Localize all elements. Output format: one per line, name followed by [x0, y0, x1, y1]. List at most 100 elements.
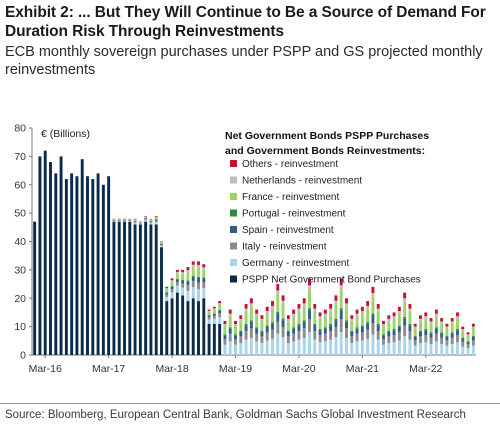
bar-reinvestment-segment	[323, 327, 327, 329]
legend-swatch	[230, 226, 237, 233]
bar-reinvestment-segment	[382, 320, 385, 325]
bar-reinvestment-segment	[244, 323, 248, 326]
bar-reinvestment-segment	[207, 315, 211, 318]
y-tick-label: 20	[14, 293, 26, 305]
bar-reinvestment-segment	[440, 337, 444, 344]
bar-reinvestment-segment	[360, 313, 364, 326]
bar-pspp-net	[54, 173, 58, 355]
bar-reinvestment-segment	[191, 276, 195, 281]
bar-reinvestment-segment	[144, 215, 148, 217]
bar-reinvestment-segment	[186, 280, 190, 282]
bar-reinvestment-segment	[318, 318, 322, 330]
bar-reinvestment-segment	[286, 321, 290, 331]
bar-reinvestment-segment	[197, 278, 200, 283]
bar-reinvestment-segment	[276, 321, 280, 334]
bar-reinvestment-segment	[181, 273, 185, 280]
bar-reinvestment-segment	[265, 332, 269, 341]
bar-reinvestment-segment	[403, 336, 407, 355]
bar-reinvestment-segment	[371, 293, 375, 298]
bar-reinvestment-segment	[429, 321, 433, 324]
bar-reinvestment-segment	[345, 337, 348, 355]
bar-reinvestment-segment	[382, 338, 385, 345]
bar-pspp-net	[186, 301, 190, 355]
bar-reinvestment-segment	[149, 218, 153, 220]
bar-reinvestment-segment	[228, 313, 232, 317]
bar-reinvestment-segment	[133, 218, 137, 220]
bar-reinvestment-segment	[371, 297, 375, 314]
bar-reinvestment-segment	[271, 323, 274, 330]
bar-reinvestment-segment	[265, 311, 269, 314]
bar-reinvestment-segment	[318, 329, 322, 331]
bar-reinvestment-segment	[207, 311, 211, 316]
bar-reinvestment-segment	[376, 325, 380, 331]
bar-reinvestment-segment	[207, 309, 211, 311]
bar-reinvestment-segment	[434, 333, 438, 342]
bar-reinvestment-segment	[392, 329, 396, 331]
bar-reinvestment-segment	[334, 337, 338, 355]
bar-reinvestment-segment	[271, 305, 274, 310]
legend-label: Spain - reinvestment	[242, 225, 334, 236]
bar-pspp-net	[144, 221, 148, 355]
bar-reinvestment-segment	[271, 329, 274, 339]
bar-reinvestment-segment	[144, 219, 148, 222]
bar-reinvestment-segment	[323, 313, 327, 317]
bar-reinvestment-segment	[165, 296, 169, 302]
legend-label: France - reinvestment	[242, 192, 339, 203]
bar-reinvestment-segment	[228, 327, 232, 329]
bar-reinvestment-segment	[366, 329, 370, 339]
bar-pspp-net	[133, 224, 137, 355]
bar-reinvestment-segment	[223, 326, 227, 335]
bar-reinvestment-segment	[397, 327, 401, 333]
bar-reinvestment-segment	[292, 327, 296, 329]
bar-reinvestment-segment	[170, 292, 174, 299]
bar-reinvestment-segment	[260, 343, 264, 355]
bar-reinvestment-segment	[308, 310, 311, 319]
bar-reinvestment-segment	[255, 313, 259, 317]
bar-reinvestment-segment	[281, 304, 285, 319]
bar-reinvestment-segment	[419, 330, 422, 332]
bar-reinvestment-segment	[466, 341, 470, 342]
bar-pspp-net	[70, 173, 74, 355]
y-tick-label: 70	[14, 151, 26, 163]
bar-reinvestment-segment	[387, 330, 391, 332]
bar-reinvestment-segment	[456, 329, 459, 331]
bar-reinvestment-segment	[223, 338, 227, 345]
bar-reinvestment-segment	[249, 322, 253, 329]
bar-reinvestment-segment	[308, 318, 311, 333]
bar-reinvestment-segment	[160, 243, 163, 245]
bar-reinvestment-segment	[244, 325, 248, 331]
bar-reinvestment-segment	[424, 342, 428, 355]
bar-reinvestment-segment	[212, 318, 216, 324]
bar-reinvestment-segment	[138, 222, 142, 223]
bar-reinvestment-segment	[466, 334, 470, 336]
bar-reinvestment-segment	[117, 219, 121, 220]
bar-reinvestment-segment	[255, 341, 259, 355]
bar-reinvestment-segment	[123, 219, 126, 220]
x-tick-label: Mar-18	[155, 363, 188, 375]
bar-reinvestment-segment	[350, 336, 354, 344]
bar-reinvestment-segment	[181, 283, 185, 288]
bar-reinvestment-segment	[329, 339, 333, 355]
bar-pspp-net	[59, 156, 63, 355]
bar-pspp-net	[202, 298, 206, 355]
bar-reinvestment-segment	[318, 316, 322, 319]
bar-reinvestment-segment	[392, 312, 396, 317]
bar-reinvestment-segment	[286, 315, 290, 319]
bar-reinvestment-segment	[334, 300, 338, 305]
bar-reinvestment-segment	[413, 335, 417, 337]
bar-reinvestment-segment	[461, 338, 465, 342]
bar-pspp-net	[64, 179, 68, 355]
bar-reinvestment-segment	[308, 289, 311, 309]
bar-reinvestment-segment	[260, 331, 264, 337]
bar-reinvestment-segment	[392, 330, 396, 335]
bar-reinvestment-segment	[308, 308, 311, 311]
bar-reinvestment-segment	[286, 336, 290, 344]
bar-reinvestment-segment	[191, 280, 195, 288]
bar-reinvestment-segment	[345, 328, 348, 338]
source-note: Source: Bloomberg, European Central Bank…	[5, 409, 466, 421]
bar-reinvestment-segment	[434, 328, 438, 334]
bar-reinvestment-segment	[186, 267, 190, 271]
bar-reinvestment-segment	[244, 311, 248, 324]
x-tick-label: Mar-21	[346, 363, 379, 375]
bar-reinvestment-segment	[234, 320, 237, 325]
